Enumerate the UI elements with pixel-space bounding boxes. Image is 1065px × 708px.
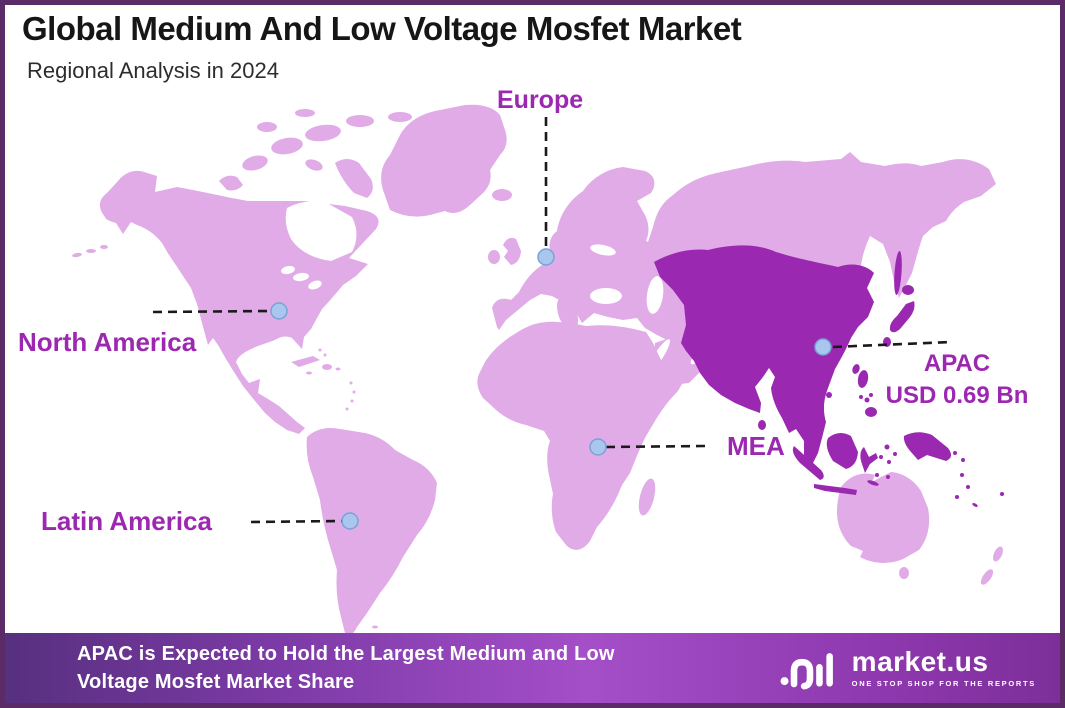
region-label-mea: MEA: [727, 431, 785, 461]
latin-america-callout-line: [250, 519, 344, 524]
united-kingdom: [503, 237, 521, 265]
region-label-latin-america: Latin America: [41, 506, 212, 536]
continent-south-america: [306, 428, 437, 635]
footer-headline-line2: Voltage Mosfet Market Share: [77, 671, 355, 693]
marketus-logo-icon: [780, 653, 833, 690]
latin-america-marker: [341, 512, 359, 530]
apac-value: USD 0.69 Bn: [885, 382, 1029, 409]
mea-marker: [589, 438, 607, 456]
north-america-callout-line: [152, 309, 272, 314]
greenland: [381, 104, 512, 217]
scandinavia: [549, 167, 655, 263]
brand-tagline: ONE STOP SHOP FOR THE REPORTS: [851, 679, 1036, 689]
mea-callout-line: [605, 444, 706, 449]
apac-label: APAC: [923, 350, 991, 377]
footer-banner: APAC is Expected to Hold the Largest Med…: [5, 633, 1060, 703]
page-subtitle: Regional Analysis in 2024: [27, 58, 279, 83]
brand-name: market.us: [851, 646, 989, 678]
footer-headline: APAC is Expected to Hold the Largest Med…: [77, 640, 615, 696]
sri-lanka: [758, 420, 766, 430]
papua-new-guinea: [903, 432, 1004, 507]
continent-africa: [477, 321, 686, 550]
madagascar: [638, 478, 656, 516]
page-title: Global Medium And Low Voltage Mosfet Mar…: [22, 10, 742, 47]
map-markers: [270, 248, 832, 530]
tasmania: [899, 567, 909, 579]
europe-marker: [537, 248, 555, 266]
philippines: [857, 370, 877, 417]
region-apac-highlight: [654, 245, 1004, 507]
hainan: [826, 392, 832, 398]
brand-text: market.us ONE STOP SHOP FOR THE REPORTS: [852, 648, 1036, 688]
continent-australia: [837, 472, 1003, 585]
brand-logo: market.us ONE STOP SHOP FOR THE REPORTS: [778, 640, 1036, 696]
footer-headline-line1: APAC is Expected to Hold the Largest Med…: [77, 643, 615, 665]
north-america-marker: [270, 302, 288, 320]
iceland: [492, 189, 512, 201]
sakhalin: [894, 251, 902, 295]
region-label-apac: APAC USD 0.69 Bn: [875, 348, 1039, 412]
new-zealand-north: [993, 546, 1003, 562]
ireland: [488, 250, 500, 264]
region-label-north-america: North America: [18, 327, 197, 357]
world-map: [72, 104, 1004, 635]
apac-marker: [814, 338, 832, 356]
continent-north-america: [72, 170, 379, 434]
caribbean-islands: [291, 348, 356, 411]
callout-lines: [152, 117, 952, 524]
arctic-islands: [219, 109, 412, 198]
apac-callout-line: [832, 340, 952, 349]
region-label-europe: Europe: [497, 86, 584, 114]
taiwan: [852, 364, 860, 374]
new-zealand-south: [980, 569, 994, 585]
indonesia: [792, 432, 897, 495]
